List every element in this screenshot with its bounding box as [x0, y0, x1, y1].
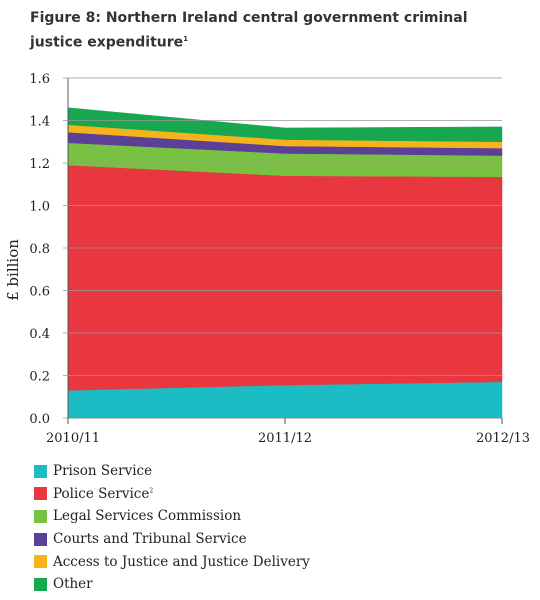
legend-item: Other [34, 573, 310, 596]
legend-swatch [34, 577, 47, 591]
x-tick-label: 2012/13 [476, 431, 530, 446]
y-tick-label: 1.6 [29, 72, 50, 87]
legend-swatch [34, 464, 47, 478]
legend-label: Police Service2 [53, 485, 154, 502]
y-tick-label: 1.0 [29, 200, 50, 215]
legend-item: Prison Service [34, 460, 310, 483]
legend-swatch [34, 487, 47, 501]
y-axis-label: £ billion [4, 239, 22, 301]
legend-label: Access to Justice and Justice Delivery [53, 553, 310, 570]
y-tick-label: 1.2 [29, 157, 50, 172]
legend-label: Other [53, 576, 93, 593]
legend: Prison Service Police Service2 Legal Servi… [34, 460, 310, 596]
y-tick-label: 0.0 [29, 412, 50, 427]
legend-item: Courts and Tribunal Service [34, 528, 310, 551]
legend-item: Access to Justice and Justice Delivery [34, 550, 310, 573]
y-tick-label: 0.2 [29, 370, 50, 385]
legend-swatch [34, 509, 47, 523]
y-tick-label: 1.4 [29, 115, 50, 130]
x-tick-label: 2011/12 [258, 431, 312, 446]
chart-title: Figure 8: Northern Ireland central gover… [30, 8, 500, 54]
chart: 0.0 0.2 0.4 0.6 0.8 1.0 1.2 1.4 1.6 2010/11 2011/1… [4, 72, 530, 446]
legend-item: Legal Services Commission [34, 505, 310, 528]
area-series-police-service [67, 164, 503, 391]
chart-title-text: Figure 8: Northern Ireland central gover… [30, 10, 468, 51]
chart-areas [67, 107, 503, 419]
legend-item: Police Service2 [34, 483, 310, 506]
legend-footnote: 2 [149, 487, 154, 495]
chart-title-footnote: 1 [183, 35, 189, 43]
chart-axes: 0.0 0.2 0.4 0.6 0.8 1.0 1.2 1.4 1.6 2010/11 2011/1… [29, 72, 530, 446]
legend-label: Courts and Tribunal Service [53, 531, 247, 548]
legend-swatch [34, 555, 47, 569]
y-tick-label: 0.6 [29, 285, 50, 300]
y-tick-label: 0.4 [29, 327, 50, 342]
legend-swatch [34, 532, 47, 546]
legend-label: Legal Services Commission [53, 508, 242, 525]
legend-label: Prison Service [53, 463, 153, 480]
y-tick-label: 0.8 [29, 242, 50, 257]
x-tick-label: 2010/11 [46, 431, 100, 446]
